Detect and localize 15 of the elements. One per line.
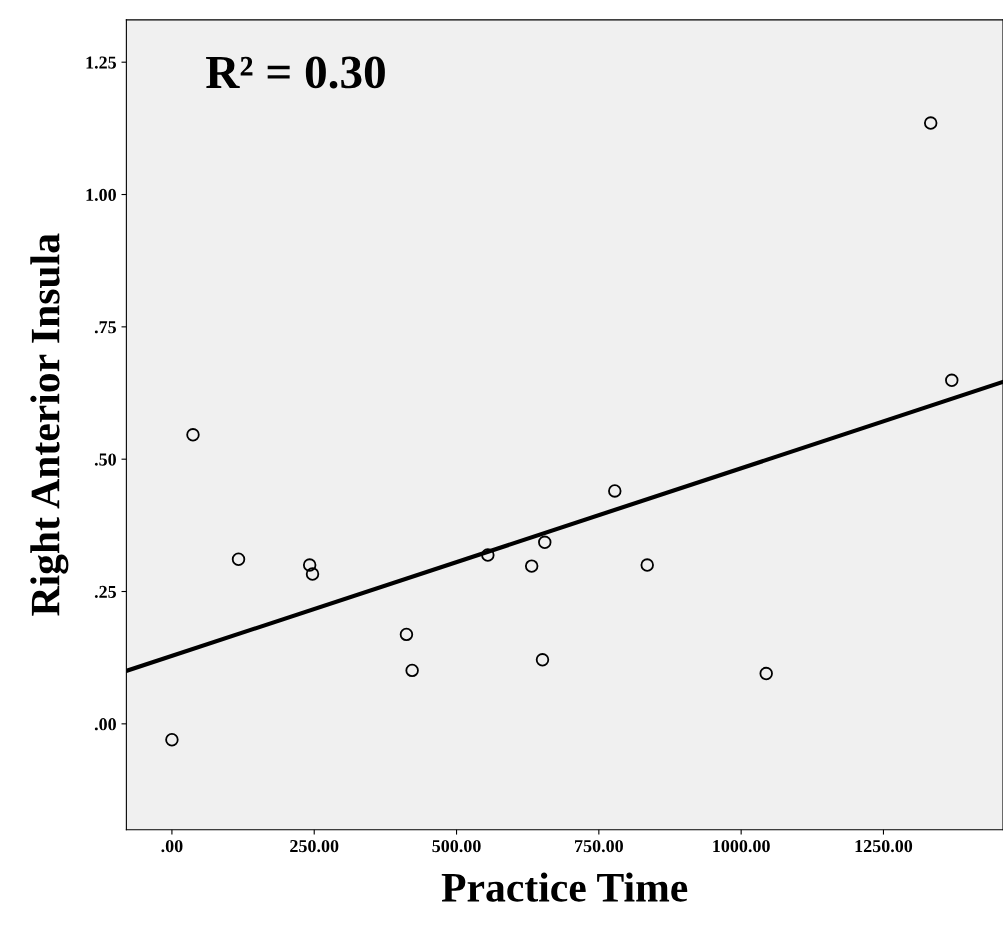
x-tick-label: 1000.00 [713,839,770,853]
x-tick-label: 750.00 [575,839,623,853]
y-tick-label: 1.25 [86,56,116,69]
x-tick-label: .00 [161,839,183,853]
y-tick-label: 1.00 [86,188,116,202]
y-tick-label: .00 [94,718,116,731]
x-tick-label: 250.00 [290,839,339,853]
y-tick-label: .50 [94,453,116,466]
x-tick-label: 500.00 [432,839,481,853]
y-tick-label: .25 [94,585,116,599]
x-axis-title: Practice Time [441,872,688,902]
y-tick-label: .75 [94,321,116,334]
x-tick-label: 1250.00 [855,839,913,853]
annotation: R² = 0.30 [206,56,385,89]
y-axis-title: Right Anterior Insula [30,233,69,616]
